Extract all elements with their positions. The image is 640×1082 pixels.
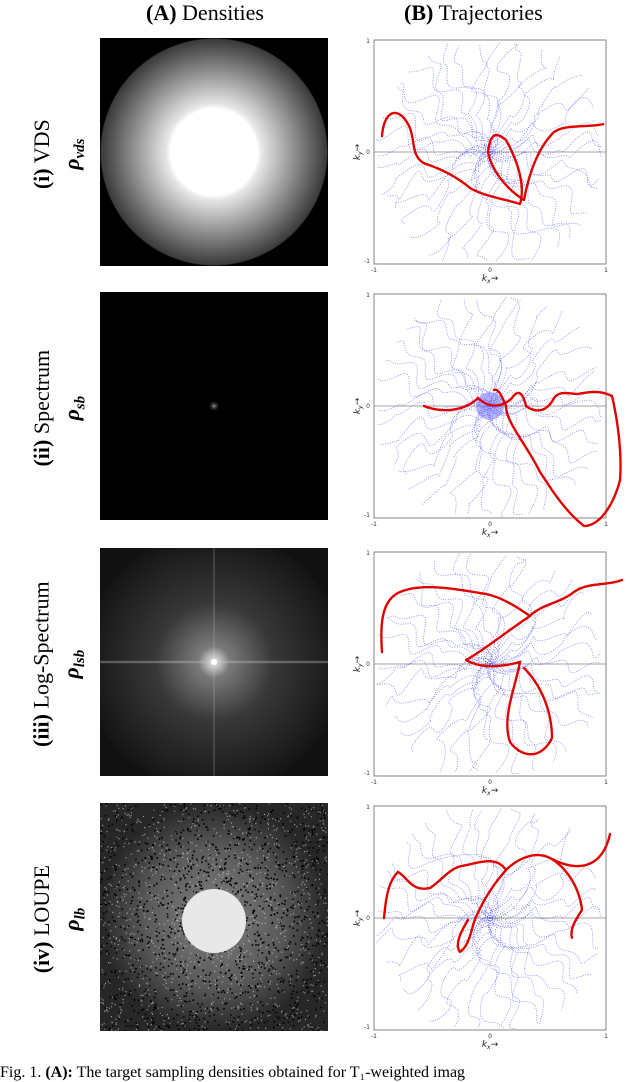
highlighted-trajectory — [380, 578, 624, 756]
tick-y-mid: 0 — [366, 661, 370, 668]
density-image-loupe — [100, 803, 328, 1031]
row-label-spectrum: (ii) Spectrum ρsb — [26, 292, 96, 524]
tick-x-max: 1 — [604, 267, 608, 274]
row-name: VDS — [28, 119, 54, 164]
column-header-densities: (A) Densities — [146, 0, 264, 26]
row-label-vds: (i) VDS ρvds — [26, 38, 96, 270]
x-axis-label: kx→ — [482, 786, 499, 797]
tick-x-mid: 0 — [488, 779, 492, 786]
background-trajectories — [376, 296, 602, 517]
row-numeral: (iv) — [28, 941, 54, 974]
column-header-densities-tag: (A) — [146, 0, 177, 25]
density-vds-svg — [100, 38, 328, 266]
tick-x-min: -1 — [371, 779, 377, 786]
row-rho: ρlb — [58, 907, 89, 931]
background-trajectories — [375, 553, 602, 775]
density-disc — [100, 38, 328, 266]
highlighted-trajectory — [422, 388, 622, 528]
tick-x-min: -1 — [371, 1033, 377, 1040]
density-image-spectrum — [100, 292, 328, 520]
caption-text: The target sampling densities obtained f… — [72, 1064, 466, 1081]
column-header-trajectories-text: Trajectories — [438, 0, 543, 25]
x-axis-label: kx→ — [482, 274, 499, 285]
column-header-trajectories: (B) Trajectories — [404, 0, 543, 26]
tick-y-max: 1 — [366, 38, 370, 45]
tick-y-min: -1 — [364, 258, 370, 265]
x-axis-label: kx→ — [482, 1040, 499, 1051]
y-axis-label: ky→ — [353, 397, 364, 414]
row-label-log-spectrum: (iii) Log-Spectrum ρlsb — [26, 548, 96, 780]
density-spectrum-svg — [209, 401, 219, 411]
density-center-spot — [211, 659, 217, 665]
highlighted-trajectory — [382, 832, 612, 954]
tick-x-mid: 0 — [488, 521, 492, 528]
row-numeral: (ii) — [28, 439, 54, 467]
row-name: Log-Spectrum — [28, 581, 54, 709]
trajectory-plot-spectrum: 1 0 -1 -1 0 1 kx→ ky→ — [346, 288, 626, 539]
row-rho: ρlsb — [58, 649, 89, 679]
row-name: Spectrum — [28, 349, 54, 434]
caption-bold: (A): — [45, 1064, 73, 1081]
tick-y-max: 1 — [366, 804, 370, 811]
density-image-log-spectrum — [100, 548, 328, 776]
tick-y-min: -1 — [364, 1024, 370, 1031]
tick-x-mid: 0 — [488, 1033, 492, 1040]
tick-x-min: -1 — [371, 267, 377, 274]
trajectory-svg: 1 0 -1-1 0 1 kx→ ky→ — [353, 38, 608, 285]
y-axis-label: ky→ — [353, 143, 364, 160]
density-speckle — [100, 803, 328, 1031]
x-axis-label: kx→ — [482, 528, 499, 539]
tick-x-min: -1 — [371, 521, 377, 528]
y-axis-label: ky→ — [353, 909, 364, 926]
density-image-vds — [100, 38, 328, 266]
trajectory-svg: 1 0 -1-1 0 1 kx→ ky→ — [353, 550, 624, 797]
background-trajectories — [376, 808, 602, 1029]
row-rho: ρvds — [58, 138, 89, 170]
row-rho: ρsb — [58, 395, 89, 421]
tick-x-max: 1 — [604, 1033, 608, 1040]
trajectory-svg: 1 0 -1-1 0 1 kx→ ky→ — [353, 804, 612, 1051]
trajectory-plot-loupe: 1 0 -1 -1 0 1 kx→ ky→ — [346, 800, 626, 1051]
caption-prefix: Fig. 1. — [0, 1064, 42, 1081]
tick-y-max: 1 — [366, 292, 370, 299]
trajectory-plot-log-spectrum: 1 0 -1 -1 0 1 kx→ ky→ — [346, 546, 626, 797]
row-numeral: (i) — [28, 168, 54, 189]
figure-caption: Fig. 1. (A): The target sampling densiti… — [0, 1064, 465, 1082]
density-center-spot — [209, 401, 219, 411]
tick-y-mid: 0 — [366, 915, 370, 922]
row-name: LOUPE — [28, 864, 54, 936]
highlighted-trajectory — [380, 111, 606, 206]
tick-x-max: 1 — [604, 779, 608, 786]
column-header-densities-text: Densities — [182, 0, 264, 25]
row-numeral: (iii) — [28, 713, 54, 747]
trajectory-plot-vds: 1 0 -1 -1 0 1 kx→ ky→ — [346, 34, 626, 285]
trajectory-svg: 1 0 -1-1 0 1 kx→ ky→ — [353, 292, 622, 539]
density-logspectrum-svg — [100, 548, 328, 776]
y-axis-label: ky→ — [353, 655, 364, 672]
tick-y-max: 1 — [366, 550, 370, 557]
tick-y-min: -1 — [364, 512, 370, 519]
tick-x-max: 1 — [604, 521, 608, 528]
density-center-disc — [182, 889, 246, 953]
density-loupe-svg — [100, 803, 328, 1031]
tick-x-mid: 0 — [488, 267, 492, 274]
tick-y-mid: 0 — [366, 149, 370, 156]
row-label-loupe: (iv) LOUPE ρlb — [26, 803, 96, 1035]
tick-y-mid: 0 — [366, 403, 370, 410]
tick-y-min: -1 — [364, 770, 370, 777]
column-header-trajectories-tag: (B) — [404, 0, 434, 25]
